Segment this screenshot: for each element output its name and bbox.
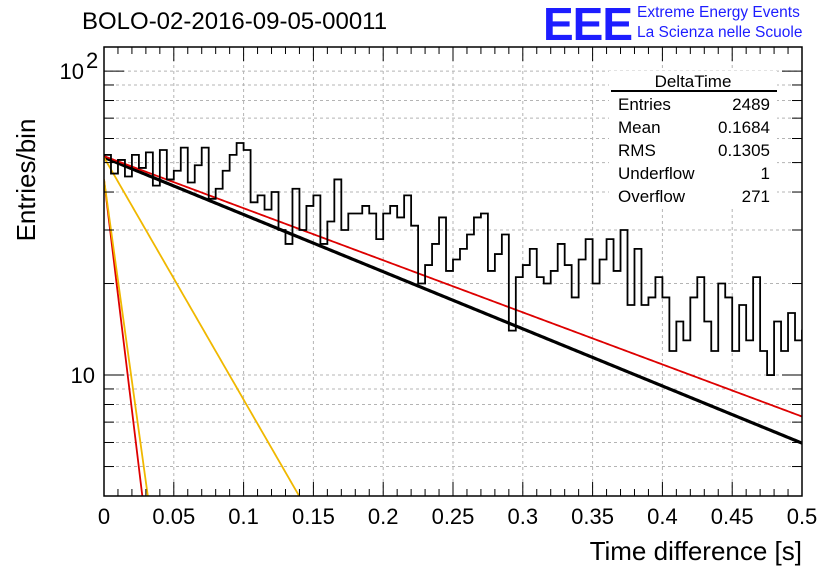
logo-line-2: La Scienza nelle Scuole [637, 24, 803, 41]
fit-curves [104, 155, 802, 496]
stats-box-background [609, 71, 777, 207]
y-tick-label: 10 [60, 59, 84, 84]
chart-title: BOLO-02-2016-09-05-00011 [82, 8, 388, 35]
x-tick-label: 0 [98, 504, 110, 529]
x-tick-label: 0.45 [711, 504, 754, 529]
y-axis-title: Entries/bin [11, 119, 41, 242]
x-tick-label: 0.15 [292, 504, 335, 529]
histogram-line [104, 142, 802, 376]
fit-curve-5 [104, 179, 149, 496]
fit-curve-2 [104, 155, 802, 418]
x-tick-label: 0.3 [508, 504, 539, 529]
stats-label: Overflow [618, 187, 686, 206]
x-tick-label: 0.35 [571, 504, 614, 529]
fit-curve-3 [104, 179, 144, 496]
stats-box: DeltaTime Entries 2489 Mean 0.1684 RMS 0.1305… [609, 71, 777, 207]
x-tick-label: 0.25 [432, 504, 475, 529]
stats-label: Mean [618, 118, 661, 137]
x-tick-label: 0.1 [228, 504, 259, 529]
logo-line-1: Extreme Energy Events [637, 4, 800, 21]
fit-curve-1 [104, 155, 802, 445]
y-tick-label: 10 [71, 363, 95, 388]
stats-value: 2489 [732, 95, 770, 114]
stats-label: RMS [618, 141, 656, 160]
fit-curve-4 [104, 156, 301, 496]
x-axis-title: Time difference [s] [590, 536, 802, 566]
stats-value: 0.1684 [718, 118, 770, 137]
stats-value: 271 [742, 187, 770, 206]
stats-value: 1 [761, 164, 770, 183]
eee-logo: EEE Extreme Energy Events La Scienza nel… [543, 0, 833, 50]
x-tick-label: 0.5 [787, 504, 818, 529]
x-tick-label: 0.05 [152, 504, 195, 529]
y-tick-exponent: 2 [86, 48, 98, 73]
stats-label: Entries [618, 95, 671, 114]
x-tick-label: 0.2 [368, 504, 399, 529]
logo-mark: EEE [543, 0, 633, 50]
stats-label: Underflow [618, 164, 695, 183]
stats-value: 0.1305 [718, 141, 770, 160]
axis-ticks [103, 47, 803, 497]
histogram-layer [104, 142, 802, 376]
tick-labels: 0 0.05 0.1 0.15 0.2 0.25 0.3 0.35 0.4 0.45 0.51010… [60, 48, 818, 529]
stats-title: DeltaTime [655, 72, 732, 91]
x-tick-label: 0.4 [647, 504, 678, 529]
